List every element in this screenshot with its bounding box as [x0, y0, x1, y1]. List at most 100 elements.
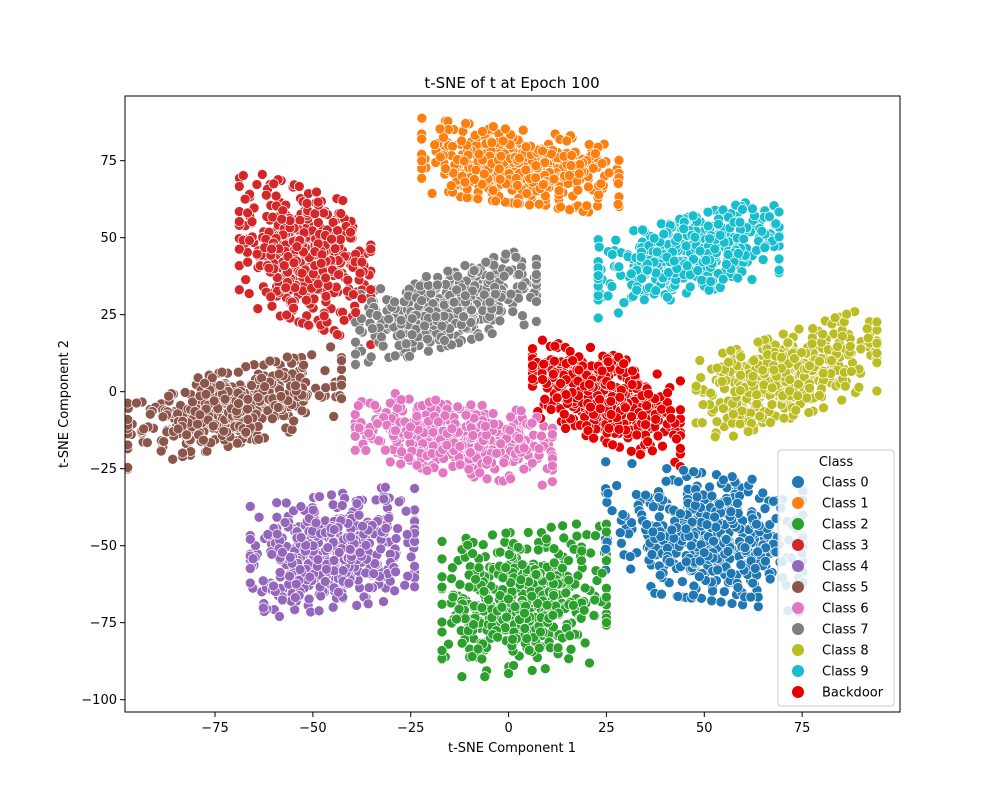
scatter-point	[177, 447, 188, 459]
scatter-point	[560, 389, 572, 400]
scatter-point	[588, 610, 600, 621]
scatter-point	[266, 548, 278, 560]
scatter-point	[411, 410, 423, 422]
scatter-point	[365, 243, 377, 255]
scatter-point	[500, 248, 512, 260]
scatter-point	[303, 593, 315, 605]
scatter-point	[641, 519, 653, 530]
scatter-point	[480, 420, 491, 432]
scatter-point	[655, 218, 667, 230]
scatter-point	[613, 178, 624, 189]
scatter-point	[416, 172, 428, 184]
scatter-point	[768, 495, 779, 507]
scatter-point	[253, 511, 265, 523]
scatter-point	[264, 355, 276, 367]
scatter-point	[574, 159, 586, 170]
scatter-point	[322, 542, 334, 553]
scatter-point	[706, 595, 718, 607]
scatter-point	[312, 554, 324, 565]
scatter-point	[459, 176, 471, 188]
scatter-point	[680, 556, 692, 568]
scatter-point	[516, 280, 528, 292]
scatter-point	[537, 334, 548, 346]
scatter-point	[641, 400, 653, 412]
scatter-point	[545, 404, 557, 415]
scatter-point	[652, 430, 664, 442]
scatter-point	[252, 303, 264, 315]
scatter-point	[547, 428, 558, 440]
scatter-point	[280, 497, 292, 509]
scatter-point	[697, 399, 709, 410]
scatter-point	[513, 269, 525, 280]
scatter-point	[583, 139, 595, 150]
scatter-point	[520, 164, 532, 176]
scatter-point	[602, 290, 614, 302]
scatter-point	[505, 288, 517, 300]
scatter-point	[219, 393, 231, 405]
scatter-point	[732, 497, 743, 509]
scatter-point	[523, 644, 535, 656]
scatter-point	[757, 487, 769, 499]
scatter-point	[643, 388, 654, 400]
scatter-point	[436, 626, 448, 638]
scatter-point	[801, 392, 813, 404]
scatter-point	[540, 190, 551, 202]
scatter-point	[345, 226, 356, 238]
scatter-point	[405, 551, 417, 563]
scatter-point	[436, 581, 448, 593]
scatter-point	[720, 534, 732, 545]
scatter-point	[281, 351, 293, 363]
scatter-point	[500, 562, 512, 574]
scatter-point	[244, 577, 256, 589]
scatter-point	[793, 323, 805, 335]
scatter-point	[605, 395, 617, 407]
scatter-point	[244, 533, 256, 545]
scatter-point	[447, 141, 458, 152]
scatter-point	[456, 135, 467, 147]
scatter-point	[656, 588, 667, 600]
scatter-point	[405, 421, 416, 433]
scatter-point	[273, 368, 285, 380]
scatter-point	[505, 411, 516, 423]
scatter-point	[260, 189, 272, 201]
scatter-point	[517, 124, 529, 136]
scatter-point	[319, 365, 331, 376]
scatter-point	[711, 416, 723, 427]
scatter-point	[846, 366, 857, 377]
scatter-point	[666, 524, 678, 536]
scatter-point	[656, 403, 667, 415]
scatter-point	[460, 118, 471, 129]
scatter-point	[350, 348, 361, 360]
scatter-point	[678, 223, 690, 235]
scatter-point	[746, 473, 758, 485]
scatter-point	[702, 206, 714, 218]
chart-title: t-SNE of t at Epoch 100	[424, 74, 599, 92]
scatter-point	[515, 574, 527, 586]
scatter-point	[454, 440, 466, 452]
scatter-point	[337, 565, 349, 576]
scatter-point	[594, 394, 605, 405]
scatter-point	[734, 418, 746, 430]
scatter-point	[773, 253, 785, 265]
scatter-point	[561, 135, 573, 147]
scatter-point	[518, 319, 530, 331]
scatter-point	[871, 385, 883, 397]
scatter-point	[793, 378, 804, 390]
scatter-point	[626, 517, 637, 529]
scatter-point	[327, 499, 339, 511]
scatter-point	[318, 310, 330, 322]
scatter-point	[817, 328, 829, 340]
scatter-point	[192, 418, 203, 430]
scatter-point	[519, 623, 531, 634]
scatter-point	[380, 481, 391, 493]
scatter-point	[395, 458, 407, 470]
scatter-point	[607, 439, 618, 451]
scatter-point	[757, 254, 769, 265]
scatter-point	[436, 553, 448, 565]
scatter-point	[313, 390, 325, 401]
scatter-point	[233, 181, 245, 192]
scatter-point	[517, 310, 528, 322]
scatter-point	[300, 539, 312, 551]
scatter-point	[617, 509, 629, 520]
scatter-point	[534, 642, 545, 654]
